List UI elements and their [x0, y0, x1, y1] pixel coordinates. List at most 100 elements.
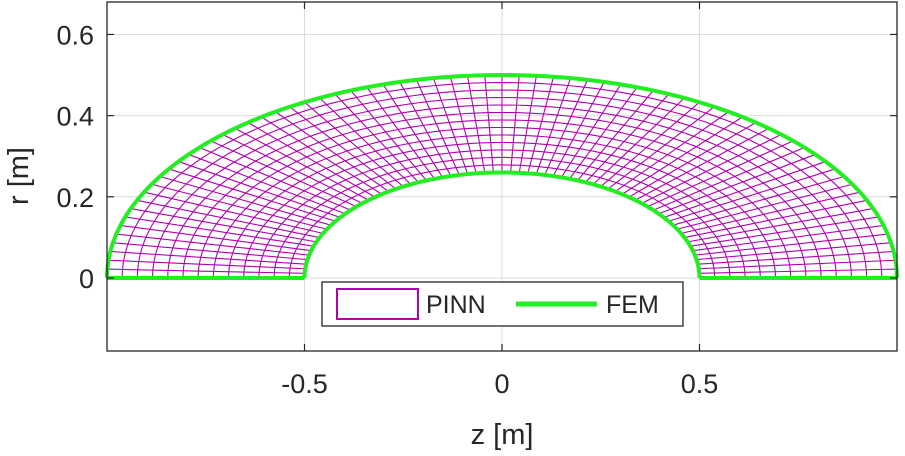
- pinn-mesh-radial-line: [510, 75, 520, 173]
- pinn-mesh-radial-line: [684, 199, 868, 239]
- pinn-mesh-radial-line: [484, 75, 494, 173]
- pinn-mesh-radial-line: [692, 224, 884, 252]
- pinn-mesh-radial-line: [110, 250, 307, 265]
- pinn-mesh-radial-line: [690, 216, 879, 247]
- pinn-mesh-radial-line: [222, 133, 363, 204]
- pinn-mesh-arc: [136, 89, 868, 278]
- pinn-mesh-radial-line: [275, 111, 390, 192]
- pinn-mesh-radial-line: [304, 101, 404, 187]
- fem-inner-arc: [302, 170, 702, 278]
- pinn-mesh-radial-line: [527, 76, 555, 174]
- pinn-mesh-radial-line: [697, 250, 894, 265]
- x-tick-label: 0: [494, 369, 509, 399]
- pinn-mesh-radial-line: [108, 259, 306, 270]
- pinn-mesh-radial-line: [653, 147, 805, 211]
- pinn-mesh-radial-line: [399, 81, 452, 177]
- pinn-mesh-radial-line: [680, 191, 861, 234]
- pinn-mesh-radial-line: [120, 224, 312, 252]
- pinn-mesh-radial-line: [168, 168, 336, 222]
- pinn-mesh-radial-line: [449, 76, 477, 174]
- pinn-mesh-radial-line: [199, 147, 351, 211]
- pinn-mesh-radial-line: [467, 75, 486, 173]
- y-tick-label: 0.4: [56, 102, 94, 132]
- pinn-mesh-radial-line: [319, 97, 412, 185]
- fem-boundary: [105, 73, 899, 280]
- pinn-mesh-radial-line: [143, 191, 324, 234]
- pinn-mesh-radial-line: [159, 175, 332, 226]
- pinn-mesh-radial-line: [178, 161, 341, 218]
- pinn-mesh-radial-line: [188, 153, 346, 215]
- pinn-mesh-radial-line: [136, 199, 320, 239]
- legend-pinn-swatch: [336, 288, 419, 320]
- pinn-mesh-radial-line: [577, 90, 654, 181]
- pinn-mesh-radial-line: [687, 208, 874, 243]
- pinn-mesh-radial-line: [334, 93, 419, 183]
- pinn-mesh-radial-line: [116, 233, 310, 256]
- pinn-mesh-arc: [212, 126, 792, 278]
- pinn-mesh-radial-line: [635, 127, 770, 201]
- pinn-mesh-radial-line: [658, 153, 816, 215]
- legend-pinn-label: PINN: [426, 291, 486, 319]
- pinn-mesh-radial-line: [130, 208, 317, 243]
- pinn-mesh-arc: [258, 149, 746, 278]
- y-tick-label: 0.2: [56, 183, 94, 213]
- x-axis-label: z [m]: [471, 419, 534, 451]
- pinn-mesh-arc: [273, 156, 731, 278]
- pinn-mesh-radial-line: [382, 84, 444, 178]
- pinn-mesh-radial-line: [628, 122, 757, 198]
- pinn-mesh-radial-line: [366, 86, 435, 180]
- fem-outer-arc: [105, 73, 899, 278]
- pinn-mesh-radial-line: [694, 233, 888, 256]
- pinn-mesh-radial-line: [677, 183, 853, 230]
- x-tick-label: 0.5: [681, 369, 719, 399]
- pinn-mesh-arc: [167, 104, 837, 278]
- pinn-mesh-arc: [227, 134, 777, 278]
- legend-fem-label: FEM: [606, 291, 659, 319]
- pinn-mesh-radial-line: [544, 79, 588, 176]
- pinn-mesh-radial-line: [621, 116, 743, 195]
- pinn-mesh-radial-line: [585, 93, 670, 183]
- pinn-mesh-radial-line: [614, 111, 729, 192]
- pinn-mesh-radial-line: [663, 161, 826, 218]
- pinn-mesh-arc: [288, 164, 716, 278]
- pinn-mesh-radial-line: [696, 242, 892, 261]
- pinn-mesh-radial-line: [647, 140, 794, 208]
- pinn-mesh-radial-line: [607, 106, 715, 190]
- pinn-mesh-radial-line: [699, 268, 897, 274]
- x-tick-label: -0.5: [281, 369, 328, 399]
- pinn-mesh-radial-line: [600, 101, 700, 187]
- axis-ticks: -0.5 0 0.5 0 0.2 0.4 0.6: [56, 2, 897, 399]
- pinn-mesh-radial-line: [560, 84, 622, 178]
- pinn-mesh-radial-line: [210, 140, 357, 208]
- pinn-mesh-radial-line: [125, 216, 314, 247]
- pinn-mesh-arc: [182, 111, 822, 278]
- legend: PINN FEM: [321, 281, 684, 327]
- pinn-mesh-radial-line: [112, 242, 308, 261]
- pinn-mesh-radial-line: [535, 77, 572, 175]
- pinn-mesh-arc: [121, 81, 883, 278]
- pinn-mesh-radial-line: [432, 77, 469, 175]
- pinn-mesh-radial-line: [151, 183, 327, 230]
- pinn-mesh-radial-line: [350, 90, 427, 181]
- pinn-mesh-radial-line: [641, 133, 782, 204]
- pinn-mesh-radial-line: [247, 122, 376, 198]
- pinn-mesh-radial-line: [672, 175, 845, 226]
- y-tick-label: 0: [79, 264, 94, 294]
- pinn-mesh-radial-line: [698, 259, 896, 270]
- pinn-mesh-radial-line: [416, 79, 460, 176]
- pinn-mesh-radial-line: [261, 116, 383, 195]
- pinn-mesh-radial-line: [569, 86, 638, 180]
- pinn-mesh-arc: [152, 96, 852, 278]
- pinn-mesh-radial-line: [518, 75, 537, 173]
- y-tick-label: 0.6: [56, 20, 94, 50]
- pinn-mesh-radial-line: [234, 127, 369, 201]
- pinn-mesh-arc: [197, 119, 807, 278]
- pinn-mesh-arc: [243, 141, 761, 278]
- pinn-mesh-radial-line: [107, 268, 305, 274]
- y-axis-label: r [m]: [3, 147, 35, 205]
- pinn-mesh-radial-line: [668, 168, 836, 222]
- pinn-mesh-radial-line: [552, 81, 605, 177]
- pinn-mesh-radial-line: [289, 106, 397, 190]
- pinn-mesh-radial-line: [592, 97, 685, 185]
